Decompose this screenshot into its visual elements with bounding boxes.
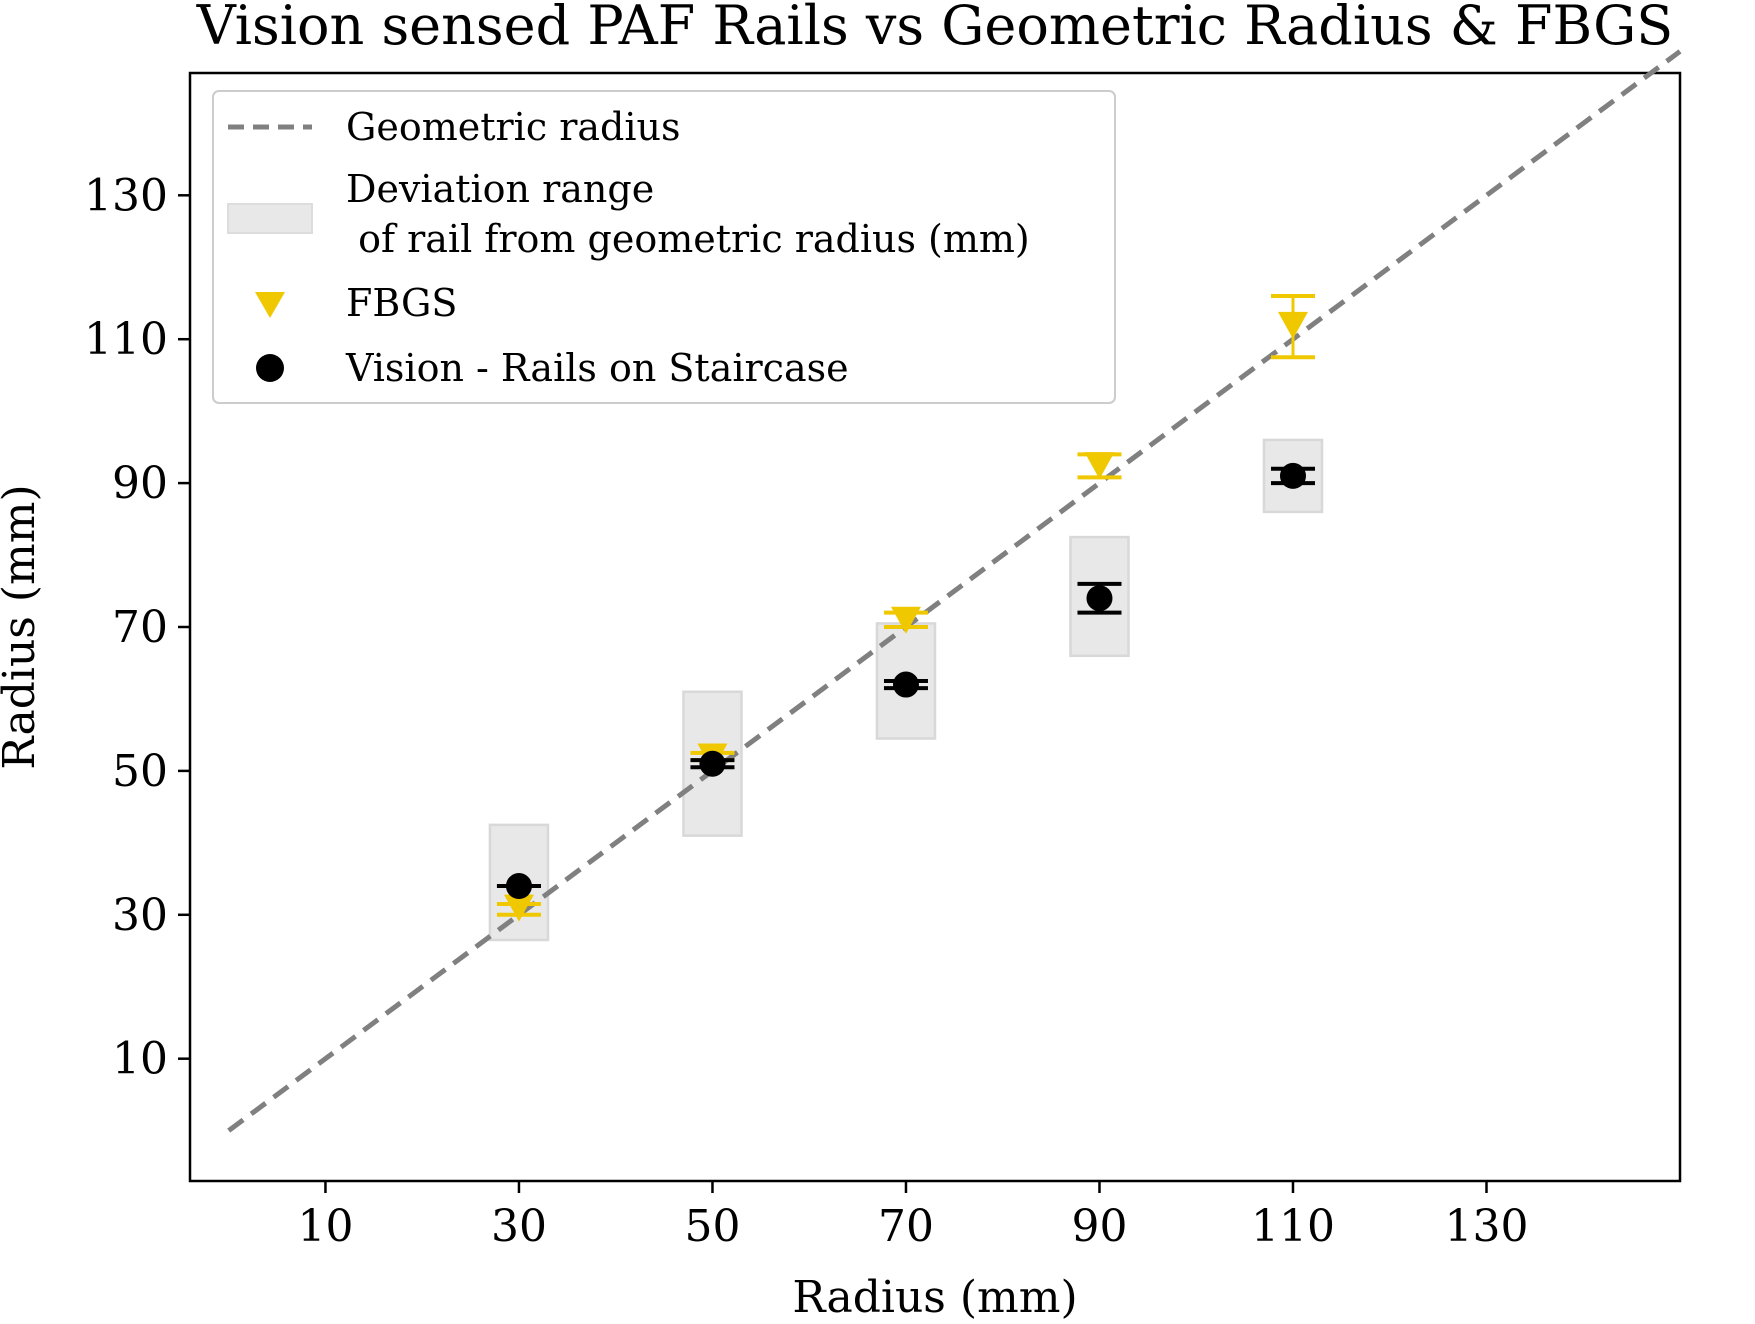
y-tick-label: 30: [112, 890, 168, 941]
legend: Geometric radius Deviation range of rail…: [212, 0, 1116, 404]
fbgs-point: [1084, 452, 1115, 480]
x-axis-label: Radius (mm): [792, 1272, 1077, 1323]
y-axis-ticks: 10 30 50 70 90 110 130: [84, 170, 190, 1085]
vision-point: [1279, 462, 1306, 489]
vision-point: [1086, 585, 1113, 612]
legend-label-fbgs: FBGS: [346, 281, 457, 325]
legend-vision-circle-icon: [256, 354, 284, 382]
x-tick-label: 70: [878, 1201, 934, 1252]
legend-label-deviation-line-1: Deviation range: [346, 167, 654, 211]
vision-point: [892, 671, 919, 698]
fbgs-point: [1277, 311, 1308, 339]
y-tick-label: 90: [112, 458, 168, 509]
y-tick-label: 70: [112, 602, 168, 653]
legend-label-vision: Vision - Rails on Staircase: [345, 346, 849, 390]
legend-label-deviation: Deviation range of rail from geometric r…: [346, 0, 1090, 261]
vision-point: [505, 873, 532, 900]
x-tick-label: 90: [1071, 1201, 1127, 1252]
fbgs-point: [503, 894, 534, 922]
y-tick-label: 110: [84, 314, 168, 365]
chart-title: Vision sensed PAF Rails vs Geometric Rad…: [196, 0, 1674, 57]
plot-marks: [227, 49, 1682, 1133]
x-tick-label: 50: [684, 1201, 740, 1252]
legend-fbgs-triangle-icon: [255, 292, 285, 318]
vision-point: [699, 750, 726, 777]
x-tick-label: 30: [491, 1201, 547, 1252]
legend-label-geometric: Geometric radius: [346, 105, 680, 149]
y-tick-label: 130: [84, 170, 168, 221]
legend-frame: [212, 90, 1116, 404]
fbgs-point: [890, 606, 921, 634]
x-tick-label: 110: [1251, 1201, 1335, 1252]
x-tick-label: 10: [297, 1201, 353, 1252]
geometric-radius-line: [227, 49, 1682, 1133]
x-tick-label: 130: [1445, 1201, 1529, 1252]
y-axis-label: Radius (mm): [0, 484, 45, 769]
legend-label-deviation-line-2: of rail from geometric radius (mm): [346, 217, 1030, 261]
x-axis-ticks: 10 30 50 70 90 110 130: [297, 1181, 1528, 1252]
y-tick-label: 50: [112, 746, 168, 797]
legend-deviation-box-icon: [227, 203, 313, 234]
y-tick-label: 10: [112, 1034, 168, 1085]
